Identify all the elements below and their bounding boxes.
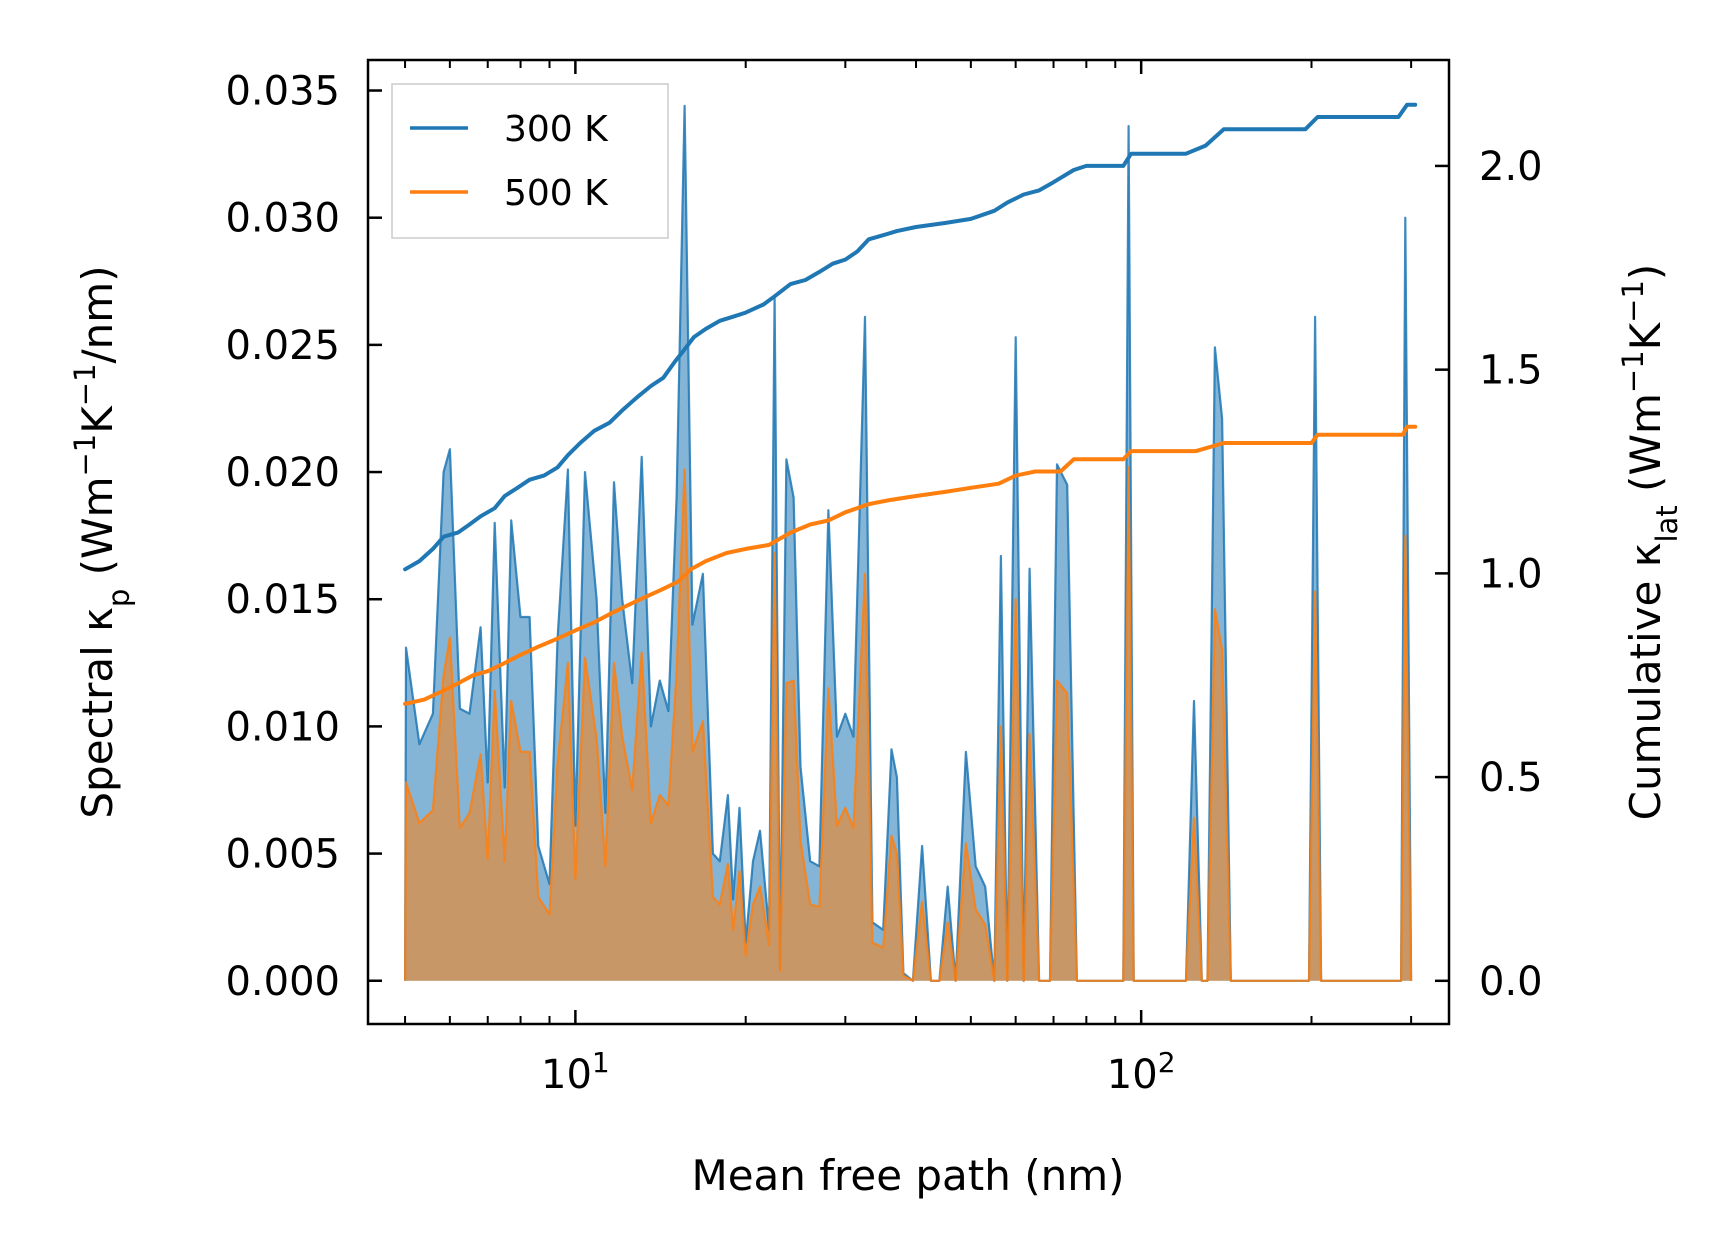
spectral-line-500k xyxy=(404,465,1413,982)
spectral-area-300k xyxy=(405,105,1412,981)
right-y-tick-label: 1.5 xyxy=(1479,348,1543,394)
left-y-tick-label: 0.035 xyxy=(225,69,340,115)
legend-label-500k: 500 K xyxy=(504,173,609,214)
spectral-area-500k xyxy=(405,467,1412,981)
x-axis-label: Mean free path (nm) xyxy=(691,1151,1124,1200)
plot-frame xyxy=(366,58,1451,1026)
legend-label-300k: 300 K xyxy=(504,109,609,150)
right-y-axis-label: Cumulative κlat (Wm−1K−1) xyxy=(1616,264,1684,821)
x-axis: 101 102 xyxy=(404,60,1413,1099)
right-y-tick-label: 1.0 xyxy=(1479,551,1543,597)
left-y-axis: 0.000 0.005 0.010 0.015 0.020 0.025 0.030 0.035 xyxy=(225,69,382,1005)
legend-frame xyxy=(391,83,669,239)
left-y-tick-label: 0.025 xyxy=(225,323,340,369)
spectral-fills xyxy=(404,104,1413,982)
right-y-tick-label: 0.5 xyxy=(1479,755,1543,801)
x-tick-label: 101 xyxy=(541,1046,610,1099)
right-y-tick-label: 2.0 xyxy=(1479,144,1543,190)
left-y-tick-label: 0.010 xyxy=(225,704,340,750)
left-y-tick-label: 0.015 xyxy=(225,577,340,623)
cumulative-line-300k xyxy=(403,102,1418,572)
x-tick-label: 102 xyxy=(1107,1046,1176,1099)
left-y-tick-label: 0.005 xyxy=(225,832,340,878)
left-y-axis-label: Spectral κp (Wm−1K−1/nm) xyxy=(68,265,136,818)
cumulative-line-500k xyxy=(403,424,1418,706)
left-y-tick-label: 0.030 xyxy=(225,196,340,242)
legend: 300 K 500 K xyxy=(391,83,669,239)
series-lines xyxy=(403,102,1418,706)
left-y-tick-label: 0.000 xyxy=(225,959,340,1005)
right-y-tick-label: 0.0 xyxy=(1479,959,1543,1005)
right-y-axis: 0.0 0.5 1.0 1.5 2.0 xyxy=(1435,144,1543,1005)
left-y-tick-label: 0.020 xyxy=(225,450,340,496)
